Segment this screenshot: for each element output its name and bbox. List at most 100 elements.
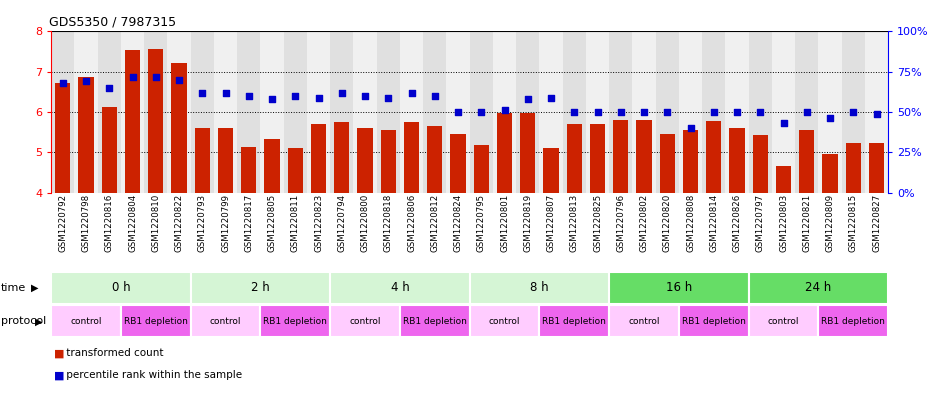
Point xyxy=(404,90,418,96)
Bar xyxy=(287,148,303,193)
Text: GDS5350 / 7987315: GDS5350 / 7987315 xyxy=(49,16,177,29)
Bar xyxy=(98,31,121,193)
Text: 24 h: 24 h xyxy=(805,281,831,294)
Text: RB1 depletion: RB1 depletion xyxy=(821,317,885,326)
Bar xyxy=(121,31,144,193)
Text: 4 h: 4 h xyxy=(391,281,409,294)
Bar xyxy=(636,120,652,193)
Bar xyxy=(121,305,191,337)
Bar xyxy=(590,124,605,193)
Point xyxy=(218,90,232,96)
Point xyxy=(194,90,209,96)
Bar xyxy=(543,148,559,193)
Text: control: control xyxy=(210,317,241,326)
Bar xyxy=(237,31,260,193)
Bar xyxy=(51,305,121,337)
Bar xyxy=(51,272,191,304)
Bar xyxy=(284,31,307,193)
Point xyxy=(636,109,651,115)
Bar xyxy=(613,120,629,193)
Point xyxy=(752,109,767,115)
Bar xyxy=(539,305,609,337)
Bar xyxy=(191,305,260,337)
Bar xyxy=(497,113,512,193)
Bar xyxy=(400,305,470,337)
Point xyxy=(380,94,395,101)
Bar xyxy=(566,124,582,193)
Bar xyxy=(404,122,419,193)
Point xyxy=(706,109,721,115)
Bar xyxy=(218,128,233,193)
Text: 0 h: 0 h xyxy=(112,281,130,294)
Bar xyxy=(822,154,838,193)
Point xyxy=(101,85,116,91)
Bar xyxy=(473,145,489,193)
Bar xyxy=(423,31,446,193)
Bar xyxy=(148,49,164,193)
Bar xyxy=(725,31,749,193)
Bar xyxy=(353,31,377,193)
Bar xyxy=(51,31,74,193)
Bar xyxy=(520,113,536,193)
Bar xyxy=(609,305,679,337)
Point xyxy=(241,93,256,99)
Bar xyxy=(749,272,888,304)
Bar xyxy=(311,124,326,193)
Bar xyxy=(260,305,330,337)
Bar xyxy=(450,134,466,193)
Bar xyxy=(264,139,280,193)
Text: RB1 depletion: RB1 depletion xyxy=(124,317,188,326)
Point xyxy=(311,94,325,101)
Point xyxy=(264,96,279,102)
Text: RB1 depletion: RB1 depletion xyxy=(403,317,467,326)
Bar xyxy=(845,143,861,193)
Bar xyxy=(563,31,586,193)
Point xyxy=(171,77,186,83)
Point xyxy=(473,109,488,115)
Bar xyxy=(330,272,470,304)
Bar xyxy=(334,122,350,193)
Point xyxy=(566,109,581,115)
Bar xyxy=(470,272,609,304)
Bar xyxy=(191,31,214,193)
Point xyxy=(55,80,70,86)
Point xyxy=(497,107,512,114)
Text: RB1 depletion: RB1 depletion xyxy=(542,317,606,326)
Text: 16 h: 16 h xyxy=(666,281,692,294)
Bar xyxy=(869,143,884,193)
Text: ■: ■ xyxy=(54,370,64,380)
Bar xyxy=(772,31,795,193)
Text: 8 h: 8 h xyxy=(530,281,549,294)
Bar xyxy=(609,272,749,304)
Bar xyxy=(167,31,191,193)
Point xyxy=(822,115,837,121)
Bar xyxy=(516,31,539,193)
Bar xyxy=(125,50,140,193)
Bar xyxy=(656,31,679,193)
Bar xyxy=(78,77,94,193)
Text: ■: ■ xyxy=(54,348,64,358)
Bar xyxy=(842,31,865,193)
Bar xyxy=(470,305,539,337)
Bar xyxy=(776,166,791,193)
Bar xyxy=(171,63,187,193)
Point xyxy=(125,73,140,80)
Text: transformed count: transformed count xyxy=(63,348,164,358)
Bar xyxy=(683,130,698,193)
Text: control: control xyxy=(768,317,799,326)
Text: RB1 depletion: RB1 depletion xyxy=(263,317,327,326)
Bar xyxy=(241,147,257,193)
Bar xyxy=(659,134,675,193)
Bar xyxy=(357,128,373,193)
Bar xyxy=(679,31,702,193)
Bar xyxy=(609,31,632,193)
Bar xyxy=(865,31,888,193)
Bar xyxy=(330,31,353,193)
Point xyxy=(334,90,349,96)
Bar xyxy=(330,305,400,337)
Bar xyxy=(400,31,423,193)
Bar xyxy=(194,128,210,193)
Text: time: time xyxy=(1,283,26,293)
Point xyxy=(776,120,790,127)
Bar xyxy=(214,31,237,193)
